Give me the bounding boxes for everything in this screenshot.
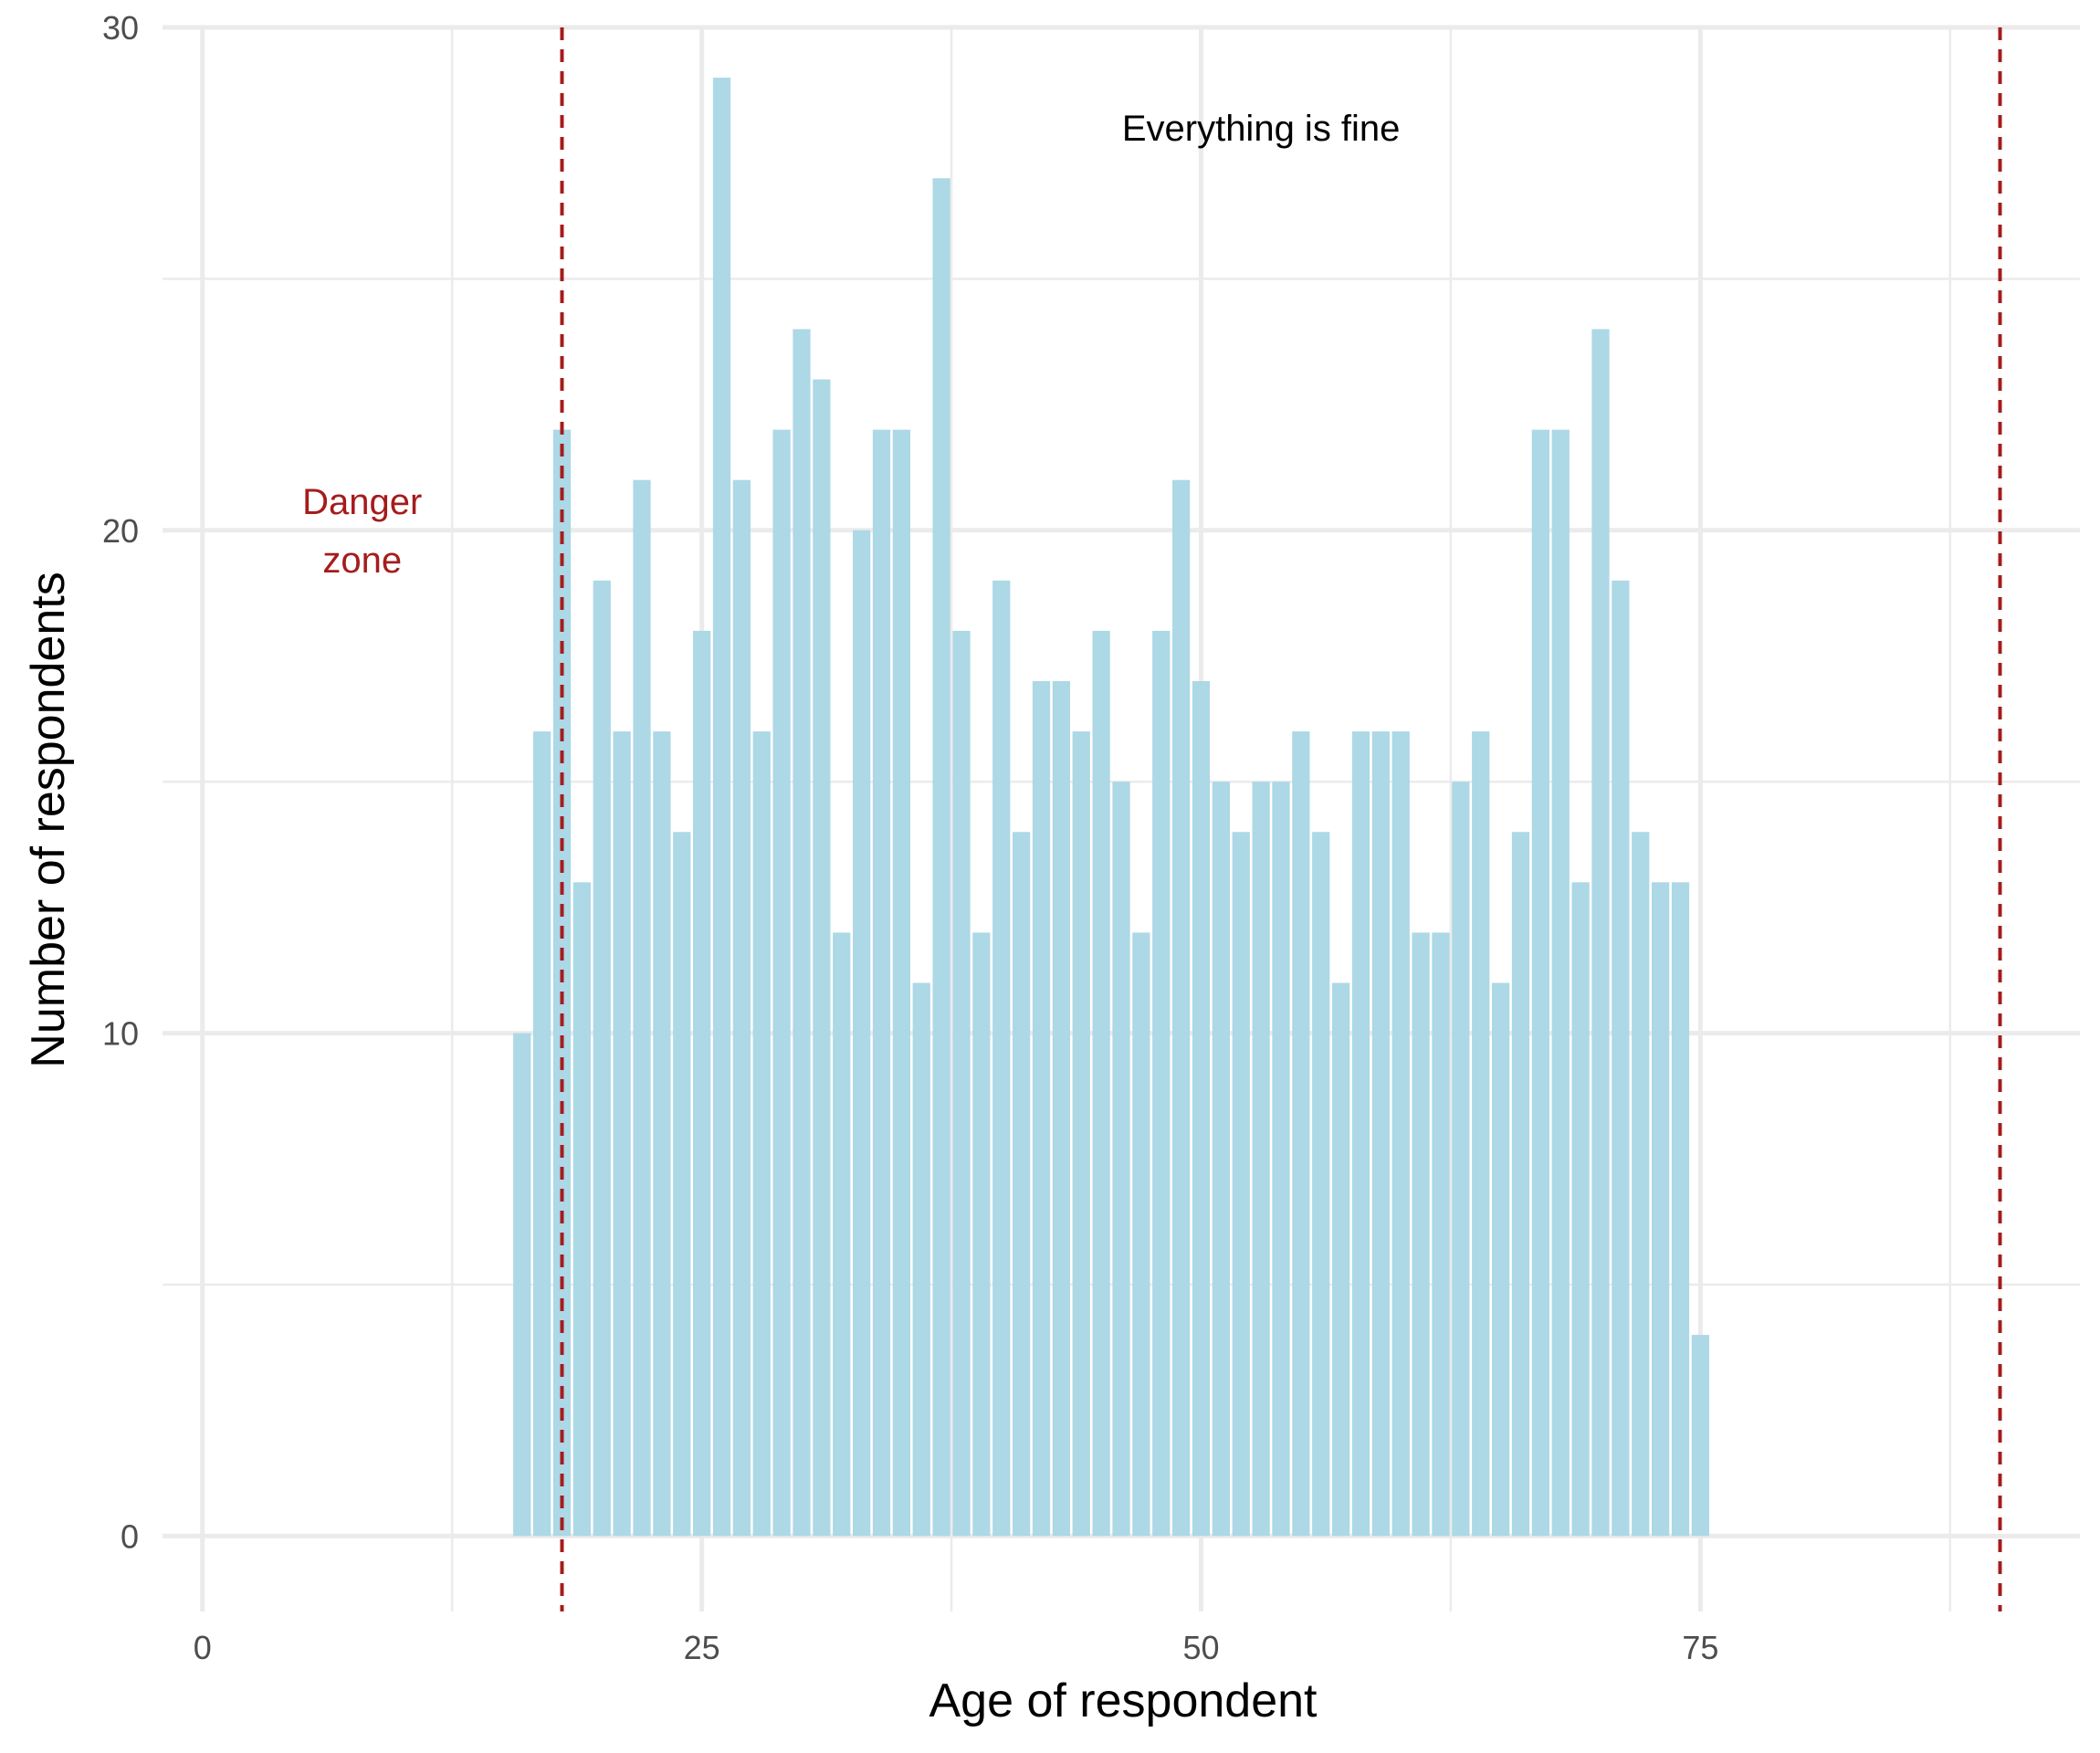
histogram-bar: [1371, 731, 1390, 1537]
histogram-bar: [1212, 782, 1230, 1537]
histogram-bar: [633, 479, 651, 1537]
x-tick-label: 50: [1182, 1629, 1219, 1666]
histogram-bar: [1292, 731, 1310, 1537]
histogram-bar: [793, 329, 811, 1537]
histogram-bar: [1432, 932, 1450, 1537]
histogram-bar: [1032, 681, 1051, 1537]
x-tick-label: 75: [1682, 1629, 1718, 1666]
histogram-bar: [693, 630, 711, 1537]
histogram-bar: [572, 882, 591, 1537]
histogram-bar: [752, 731, 771, 1537]
histogram-bar: [1452, 782, 1470, 1537]
histogram-bar: [1351, 731, 1370, 1537]
histogram-bar: [732, 479, 751, 1537]
histogram-bar: [1013, 832, 1031, 1537]
histogram-bar: [892, 429, 910, 1537]
histogram-bar: [952, 630, 971, 1537]
histogram-bar: [1511, 832, 1530, 1537]
histogram-bar: [1591, 329, 1610, 1537]
histogram-bar: [1232, 832, 1250, 1537]
histogram-bar: [1492, 982, 1510, 1537]
histogram-bar: [1252, 782, 1270, 1537]
x-tick-label: 25: [684, 1629, 720, 1666]
histogram-bar: [1152, 630, 1171, 1537]
histogram-bar: [1132, 932, 1150, 1537]
annotation-text: Everything is fine: [1122, 109, 1401, 149]
histogram-bar: [772, 429, 791, 1537]
histogram-bar: [1172, 479, 1191, 1537]
y-tick-label: 10: [102, 1015, 139, 1053]
histogram-bar: [1092, 630, 1110, 1537]
tick-labels: 0 25 50 75 0 10 20 30: [102, 9, 1718, 1666]
histogram-bar: [1531, 429, 1549, 1537]
histogram-bar: [932, 178, 950, 1537]
histogram-bar: [653, 731, 671, 1537]
histogram-bar: [1391, 731, 1410, 1537]
histogram-bar: [1472, 731, 1490, 1537]
histogram-bar: [912, 982, 930, 1537]
annotations: Danger zone Everything is fine: [302, 109, 1400, 581]
y-tick-label: 0: [121, 1517, 139, 1555]
bars: [513, 78, 1709, 1537]
histogram-bar: [1072, 731, 1090, 1537]
y-axis-title: Number of respondents: [22, 572, 75, 1067]
histogram-bar: [833, 932, 851, 1537]
y-tick-label: 20: [102, 512, 139, 550]
y-tick-label: 30: [102, 9, 139, 47]
histogram-bar: [673, 832, 691, 1537]
histogram-bar: [1632, 832, 1650, 1537]
histogram-bar: [1571, 882, 1590, 1537]
histogram-bar: [1551, 429, 1570, 1537]
histogram-bar: [513, 1033, 531, 1537]
histogram-bar: [593, 580, 611, 1537]
histogram-bar: [853, 530, 871, 1537]
histogram-bar: [533, 731, 551, 1537]
histogram-bar: [1332, 982, 1350, 1537]
reference-lines: [560, 27, 2002, 1611]
histogram-bar: [1652, 882, 1670, 1537]
histogram-bar: [552, 429, 572, 1537]
x-tick-label: 0: [194, 1629, 212, 1666]
annotation-text: Danger: [302, 482, 422, 522]
x-axis-title: Age of respondent: [929, 1674, 1318, 1727]
histogram-bar: [712, 78, 731, 1537]
histogram-bar: [613, 731, 631, 1537]
histogram-bar: [1192, 681, 1211, 1537]
histogram-bar: [1272, 782, 1290, 1537]
histogram-bar: [1412, 932, 1430, 1537]
histogram-bar: [1112, 782, 1130, 1537]
histogram-bar: [1312, 832, 1330, 1537]
histogram-bar: [1671, 882, 1690, 1537]
histogram-bar: [992, 580, 1011, 1537]
histogram-bar: [1691, 1335, 1709, 1537]
histogram-bar: [1612, 580, 1630, 1537]
annotation-text: zone: [322, 541, 402, 581]
histogram-bar: [1052, 681, 1070, 1537]
histogram-bar: [972, 932, 991, 1537]
histogram-bar: [813, 379, 831, 1537]
histogram-bar: [872, 429, 891, 1537]
